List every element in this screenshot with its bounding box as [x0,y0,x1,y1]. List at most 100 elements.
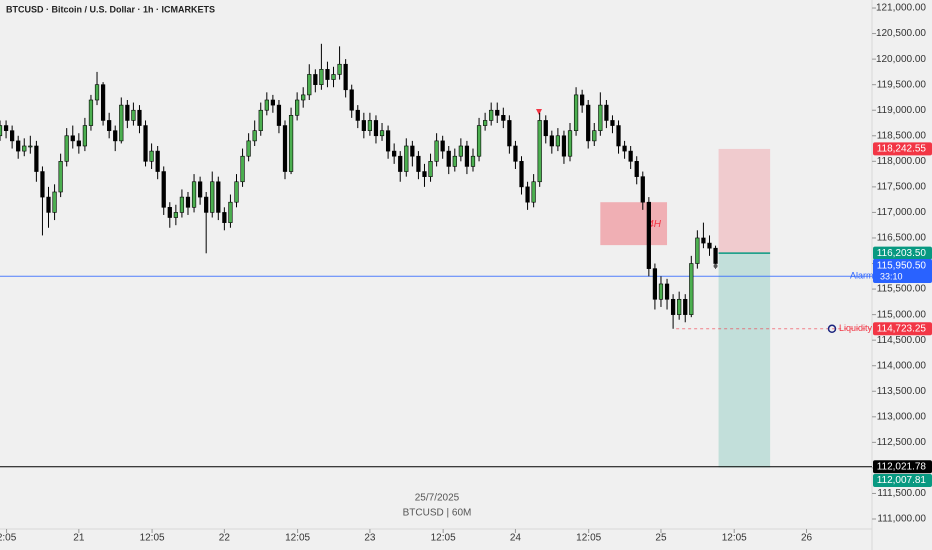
candle-body [586,104,591,142]
candle-body [191,181,197,208]
candle-body [458,145,463,157]
candle-body [173,212,178,218]
candle-body [622,145,627,152]
candle-body [379,130,385,137]
entry-price-label: 116,203.50 [877,248,927,259]
candle-body [634,161,639,177]
candle-body [592,130,597,142]
y-tick-label: 113,500.00 [877,386,927,397]
candle-body [22,145,27,152]
candle-body [355,109,360,121]
signal-marker [536,109,542,115]
liquidity-price-label-bg [873,322,932,336]
candle-body [307,74,312,96]
candle-body [598,104,603,131]
y-tick-label: 117,500.00 [877,182,927,193]
candle-body [3,125,9,131]
candle-body [701,237,706,244]
candle-body [264,99,269,111]
candle-body [434,140,439,162]
candle-body [373,120,379,137]
candle-body [64,135,69,162]
candle-body [234,181,239,203]
candle-body [10,130,15,142]
chart-title: BTCUSD · Bitcoin / U.S. Dollar · 1h · IC… [6,4,215,14]
candle-body [713,247,718,264]
candle-body [573,94,579,131]
candle-body [222,212,227,223]
candle-body [604,104,609,121]
candle-body [0,125,3,137]
candle-body [94,84,100,101]
x-tick-label: 21 [73,533,85,544]
y-tick-label: 114,500.00 [877,335,927,346]
fvg-zone [600,202,668,246]
candle-body [385,130,391,152]
y-tick-label: 113,000.00 [877,411,927,422]
candle-body [149,150,154,162]
candle-body [252,130,257,142]
candle-body [288,115,294,172]
candle-body [531,181,536,203]
candle-body [282,125,288,172]
x-tick-label: 22 [219,533,231,544]
last-price-dot [713,264,718,269]
candle-body [513,145,518,162]
level-price-label-bg [873,460,932,474]
candle-body [525,186,530,203]
candle-body [228,201,233,223]
candle-body [616,125,621,147]
candle-body [40,171,45,198]
y-tick-label: 115,500.00 [877,284,927,295]
candle-body [470,155,476,167]
y-tick-label: 111,500.00 [877,488,926,499]
candle-body [16,140,21,152]
candle-body [70,135,75,142]
candle-body [155,150,160,172]
candle-body [240,155,245,183]
candle-body [367,120,373,131]
candle-body [495,109,500,116]
candle-body [82,125,88,147]
candle-body [610,120,615,126]
y-tick-label: 119,000.00 [877,105,927,116]
candle-body [416,155,421,172]
y-tick-label: 112,500.00 [877,437,927,448]
entry-price-label-bg [873,246,932,260]
candle-body [555,135,561,147]
candle-body [301,94,306,101]
candle-body [113,130,118,142]
candle-body [197,181,203,198]
x-tick-label: 12:05 [431,533,456,544]
candle-body [161,171,166,208]
candle-body [319,69,324,85]
candle-body [361,120,366,131]
candle-body [270,99,275,106]
candle-body [46,196,51,213]
candle-body [652,268,658,300]
candle-body [28,145,33,148]
candle-body [519,161,524,188]
countdown-label: 33:10 [880,271,903,281]
candle-body [677,298,682,315]
y-tick-label: 116,500.00 [877,233,927,244]
x-tick-label: 25 [655,533,667,544]
candle-body [422,171,427,177]
y-tick-label: 111,000.00 [877,514,926,525]
candle-body [52,191,57,213]
x-tick-label: 24 [510,533,522,544]
y-tick-label: 120,000.00 [876,54,926,65]
x-tick-label: 12:05 [140,533,165,544]
candle-body [549,135,554,147]
candle-body [404,145,409,172]
target-price-label-bg [873,474,932,488]
last-price-bg [873,259,932,284]
candle-body [658,283,664,300]
y-tick-label: 121,000.00 [876,3,926,14]
candle-body [210,181,215,213]
candle-body [695,237,700,264]
candle-body [392,150,397,157]
last-price-label: 115,950.50 [877,261,927,272]
candle-body [343,63,348,91]
candle-body [100,84,106,121]
